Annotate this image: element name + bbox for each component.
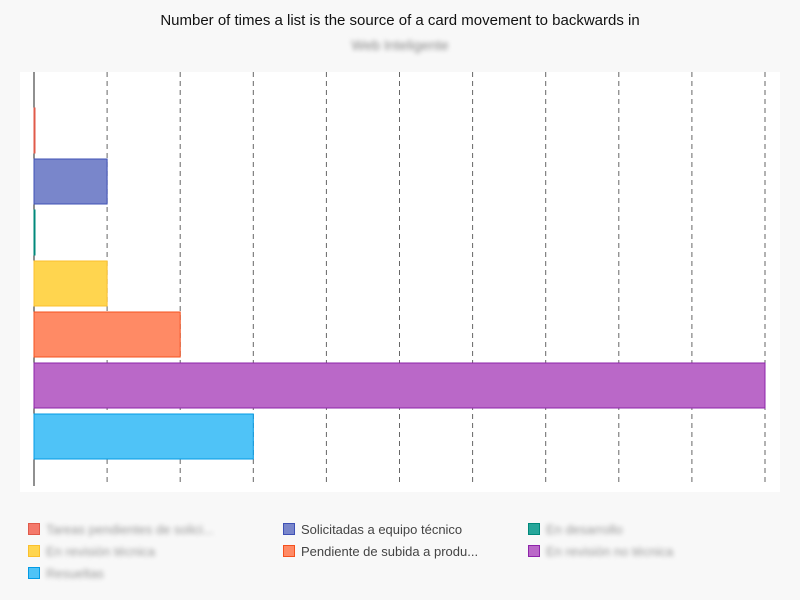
bar[interactable] [33,311,181,358]
legend-swatch [528,545,540,557]
bar[interactable] [33,107,36,154]
bar[interactable] [33,362,766,409]
legend-item[interactable]: En revisión no técnica [528,542,673,560]
bar[interactable] [33,260,108,307]
legend-swatch [528,523,540,535]
legend-item[interactable]: Solicitadas a equipo técnico [283,520,462,538]
chart-area: 0.01.02.03.04.05.06.07.08.09.010.0 [20,72,780,492]
chart-legend: Tareas pendientes de solici... Solicitada… [28,520,788,590]
legend-swatch [28,545,40,557]
bar-chart: 0.01.02.03.04.05.06.07.08.09.010.0 [33,72,766,486]
legend-item[interactable]: En revisión técnica [28,542,155,560]
legend-item[interactable]: Tareas pendientes de solici... [28,520,214,538]
legend-label: Tareas pendientes de solici... [46,521,214,537]
legend-label: Resueltas [46,565,104,581]
legend-item[interactable]: Resueltas [28,564,104,582]
legend-label: Solicitadas a equipo técnico [301,521,463,537]
chart-title: Number of times a list is the source of … [160,12,640,29]
legend-item[interactable]: Pendiente de subida a produ... [283,542,478,560]
legend-label: Pendiente de subida a produ... [301,543,479,559]
legend-swatch [283,545,295,557]
legend-label: En revisión no técnica [546,543,674,559]
legend-swatch [28,523,40,535]
legend-swatch [28,567,40,579]
legend-swatch [283,523,295,535]
bar[interactable] [33,209,36,256]
legend-item[interactable]: En desarrollo [528,520,623,538]
legend-label: En revisión técnica [46,543,156,559]
chart-subtitle: Web Inteligente [351,37,449,53]
legend-label: En desarrollo [546,521,623,537]
bar[interactable] [33,158,108,205]
bar[interactable] [33,413,254,460]
